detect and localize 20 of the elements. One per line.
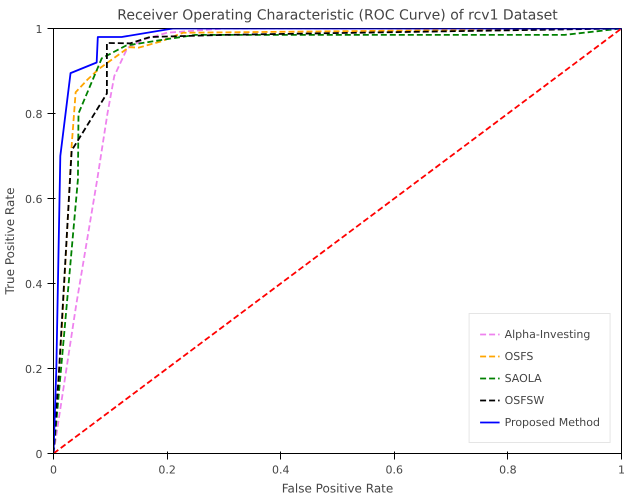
legend-label: OSFSW	[504, 394, 544, 406]
y-tick-label: 0.4	[25, 278, 43, 291]
legend-label: OSFS	[504, 350, 534, 362]
x-tick-label: 1	[618, 464, 625, 476]
y-tick-label: 0	[36, 448, 42, 461]
y-tick-label: 0.8	[25, 108, 43, 121]
legend-label: Proposed Method	[504, 416, 600, 428]
legend-label: SAOLA	[504, 372, 542, 384]
x-axis-title: False Positive Rate	[282, 482, 394, 496]
x-tick-label: 0	[50, 464, 57, 476]
y-tick-label: 0.6	[25, 193, 43, 206]
y-tick-label: 1	[36, 23, 42, 36]
x-tick-label: 0.2	[158, 464, 176, 476]
x-tick-label: 0.8	[499, 464, 517, 476]
y-axis-title: True Positive Rate	[3, 188, 18, 296]
y-tick-label: 0.2	[25, 363, 43, 376]
legend-label: Alpha-Investing	[504, 328, 590, 340]
chart-title: Receiver Operating Characteristic (ROC Curve) of rcv1 Dataset	[117, 8, 558, 24]
x-tick-label: 0.6	[386, 464, 404, 476]
x-tick-label: 0.4	[272, 464, 290, 476]
